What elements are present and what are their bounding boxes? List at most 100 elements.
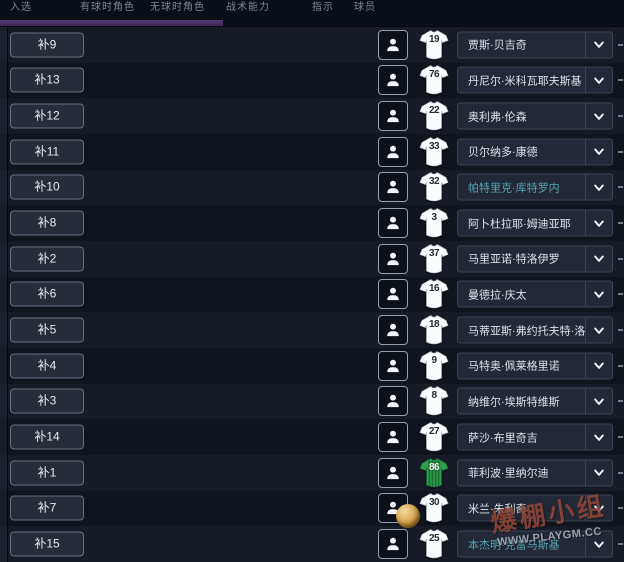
slot-button[interactable]: 补7 bbox=[10, 495, 84, 521]
row-edge-dash bbox=[618, 150, 623, 153]
player-select-dropdown[interactable]: 阿卜杜拉耶·姆迪亚耶 bbox=[457, 209, 613, 237]
slot-button[interactable]: 补12 bbox=[10, 103, 84, 129]
jersey-number: 33 bbox=[428, 140, 440, 152]
player-select-dropdown[interactable]: 马里亚诺·特洛伊罗 bbox=[457, 245, 613, 273]
player-info-button[interactable] bbox=[378, 315, 408, 346]
chevron-down-icon bbox=[585, 531, 612, 557]
substitute-row: 补4 bbox=[0, 348, 624, 384]
chevron-down-icon bbox=[585, 174, 612, 200]
slot-button[interactable]: 补1 bbox=[10, 460, 84, 486]
player-info-button[interactable] bbox=[378, 208, 408, 239]
player-name: 米兰·朱利奇 bbox=[468, 503, 527, 516]
slot-button[interactable]: 补6 bbox=[10, 281, 84, 307]
player-name: 马特奥·佩莱格里诺 bbox=[468, 360, 560, 373]
person-icon bbox=[384, 36, 402, 54]
jersey-number: 27 bbox=[428, 426, 440, 438]
tab-selection[interactable]: 入选 bbox=[10, 2, 32, 13]
row-edge-dash bbox=[618, 400, 623, 403]
player-info-button[interactable] bbox=[378, 101, 408, 132]
tab-out-possession-role[interactable]: 无球时角色 bbox=[150, 2, 205, 13]
chevron-down-icon bbox=[585, 281, 612, 307]
player-name: 奥利弗·伦森 bbox=[468, 111, 527, 124]
jersey-number: 18 bbox=[428, 319, 440, 331]
person-icon bbox=[384, 143, 402, 161]
player-name: 马里亚诺·特洛伊罗 bbox=[468, 253, 560, 266]
player-info-button[interactable] bbox=[378, 29, 408, 60]
slot-button[interactable]: 补15 bbox=[10, 531, 84, 557]
player-select-dropdown[interactable]: 贾斯·贝吉奇 bbox=[457, 31, 613, 59]
player-select-dropdown[interactable]: 曼德拉·庆太 bbox=[457, 280, 613, 308]
jersey-number: 25 bbox=[428, 533, 440, 545]
person-icon bbox=[384, 499, 402, 517]
jersey-icon: 22 bbox=[417, 100, 451, 132]
tab-tactical-ability[interactable]: 战术能力 bbox=[226, 2, 270, 13]
player-select-dropdown[interactable]: 米兰·朱利奇 bbox=[457, 494, 613, 522]
chevron-down-icon bbox=[585, 495, 612, 521]
player-select-dropdown[interactable]: 帕特里克·库特罗内 bbox=[457, 173, 613, 201]
player-name: 丹尼尔·米科瓦耶夫斯基 bbox=[468, 75, 582, 88]
player-name: 曼德拉·庆太 bbox=[468, 289, 527, 302]
chevron-down-icon bbox=[585, 139, 612, 165]
chevron-down-icon bbox=[585, 353, 612, 379]
player-select-dropdown[interactable]: 丹尼尔·米科瓦耶夫斯基 bbox=[457, 66, 613, 94]
player-info-button[interactable] bbox=[378, 386, 408, 417]
slot-button[interactable]: 补10 bbox=[10, 174, 84, 200]
person-icon bbox=[384, 285, 402, 303]
player-info-button[interactable] bbox=[378, 172, 408, 203]
player-select-dropdown[interactable]: 菲利波·里纳尔迪 bbox=[457, 459, 613, 487]
jersey-number: 86 bbox=[428, 461, 440, 473]
jersey-icon: 16 bbox=[417, 278, 451, 310]
slot-button[interactable]: 补11 bbox=[10, 139, 84, 165]
player-info-button[interactable] bbox=[378, 65, 408, 96]
jersey-icon: 76 bbox=[417, 64, 451, 96]
slot-button[interactable]: 补4 bbox=[10, 353, 84, 379]
row-edge-dash bbox=[618, 364, 623, 367]
player-info-button[interactable] bbox=[378, 243, 408, 274]
person-icon bbox=[384, 321, 402, 339]
slot-button[interactable]: 补9 bbox=[10, 32, 84, 58]
jersey-number: 22 bbox=[428, 105, 440, 117]
slot-button[interactable]: 补13 bbox=[10, 67, 84, 93]
substitute-row: 补2 bbox=[0, 241, 624, 277]
jersey-icon: 25 bbox=[417, 528, 451, 560]
chevron-down-icon bbox=[585, 67, 612, 93]
player-info-button[interactable] bbox=[378, 529, 408, 560]
tab-in-possession-role[interactable]: 有球时角色 bbox=[80, 2, 135, 13]
player-select-dropdown[interactable]: 马特奥·佩莱格里诺 bbox=[457, 352, 613, 380]
chevron-down-icon bbox=[585, 424, 612, 450]
person-icon bbox=[384, 214, 402, 232]
player-info-button[interactable] bbox=[378, 279, 408, 310]
player-name: 马蒂亚斯·弗约托夫特·洛... bbox=[468, 325, 585, 338]
player-select-dropdown[interactable]: 奥利弗·伦森 bbox=[457, 102, 613, 130]
person-icon bbox=[384, 428, 402, 446]
player-name: 贾斯·贝吉奇 bbox=[468, 39, 527, 52]
jersey-number: 32 bbox=[428, 176, 440, 188]
tab-instructions[interactable]: 指示 bbox=[312, 2, 334, 13]
player-select-dropdown[interactable]: 萨沙·布里奇吉 bbox=[457, 423, 613, 451]
player-info-button[interactable] bbox=[378, 422, 408, 453]
slot-button[interactable]: 补14 bbox=[10, 424, 84, 450]
tab-players[interactable]: 球员 bbox=[354, 2, 376, 13]
slot-button[interactable]: 补3 bbox=[10, 388, 84, 414]
substitute-row: 补14 bbox=[0, 419, 624, 455]
player-select-dropdown[interactable]: 本杰明·克雷马斯基 bbox=[457, 530, 613, 558]
row-edge-dash bbox=[618, 222, 623, 225]
player-info-button[interactable] bbox=[378, 136, 408, 167]
slot-button[interactable]: 补8 bbox=[10, 210, 84, 236]
slot-button[interactable]: 补5 bbox=[10, 317, 84, 343]
player-info-button[interactable] bbox=[378, 350, 408, 381]
slot-button[interactable]: 补2 bbox=[10, 246, 84, 272]
player-select-dropdown[interactable]: 马蒂亚斯·弗约托夫特·洛... bbox=[457, 316, 613, 344]
tab-underline-track bbox=[0, 20, 624, 27]
player-info-button[interactable] bbox=[378, 457, 408, 488]
player-select-dropdown[interactable]: 贝尔纳多·康德 bbox=[457, 138, 613, 166]
top-tab-bar: 入选 有球时角色 无球时角色 战术能力 指示 球员 bbox=[0, 0, 624, 20]
chevron-down-icon bbox=[585, 388, 612, 414]
player-name: 阿卜杜拉耶·姆迪亚耶 bbox=[468, 218, 571, 231]
player-name: 纳维尔·埃斯特维斯 bbox=[468, 396, 560, 409]
player-select-dropdown[interactable]: 纳维尔·埃斯特维斯 bbox=[457, 387, 613, 415]
jersey-number: 8 bbox=[431, 390, 437, 402]
substitute-row: 补8 bbox=[0, 205, 624, 241]
substitute-row: 补6 bbox=[0, 276, 624, 313]
person-icon bbox=[384, 107, 402, 125]
